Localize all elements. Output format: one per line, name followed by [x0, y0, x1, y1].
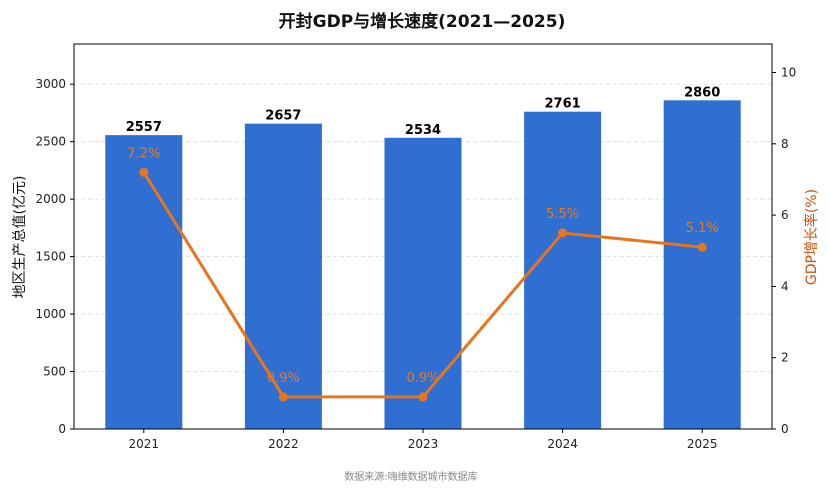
bar-value-labels: 2557 2657 2534 2761 2860	[126, 85, 721, 137]
y-tick-label: 500	[43, 365, 66, 379]
growth-rate-label: 0.9%	[267, 371, 300, 386]
growth-rate-label: 5.5%	[546, 207, 579, 222]
growth-rate-label: 7.2%	[127, 146, 160, 161]
x-tick-label: 2022	[268, 437, 299, 451]
x-tick-label: 2024	[547, 437, 578, 451]
bar	[244, 123, 322, 429]
bar-value-label: 2657	[265, 109, 301, 124]
growth-point	[697, 242, 707, 252]
bar	[663, 100, 741, 430]
growth-point	[139, 167, 149, 177]
bars	[105, 100, 741, 430]
y2-tick-label: 4	[781, 279, 789, 293]
y-axis-right-label: GDP增长率(%)	[803, 189, 820, 285]
y-tick-label: 2000	[35, 192, 66, 206]
x-tick-label: 2021	[129, 437, 160, 451]
bar-value-label: 2860	[684, 85, 720, 100]
x-tick-label: 2023	[408, 437, 439, 451]
y-axis-right: 0 2 4 6 8 10	[772, 66, 796, 436]
chart-title: 开封GDP与增长速度(2021—2025)	[279, 11, 566, 32]
y-axis-left: 0 500 1000 1500 2000 2500 3000	[35, 77, 74, 436]
bar	[524, 111, 602, 430]
y-axis-left-label: 地区生产总值(亿元)	[12, 176, 28, 299]
y2-tick-label: 8	[781, 137, 789, 151]
bar	[105, 135, 183, 430]
bar-value-label: 2761	[545, 97, 581, 112]
rate-value-labels: 7.2% 0.9% 0.9% 5.5% 5.1%	[127, 146, 718, 386]
y2-tick-label: 10	[781, 66, 796, 80]
x-axis: 2021 2022 2023 2024 2025	[129, 429, 718, 451]
bar-value-label: 2534	[405, 123, 441, 138]
growth-point	[558, 228, 568, 238]
y2-tick-label: 6	[781, 208, 789, 222]
y-tick-label: 1500	[35, 250, 66, 264]
y-tick-label: 0	[58, 422, 66, 436]
y2-tick-label: 2	[781, 351, 789, 365]
growth-line	[139, 167, 707, 402]
growth-point	[278, 392, 288, 402]
growth-rate-label: 5.1%	[686, 221, 719, 236]
grid-lines	[74, 83, 772, 372]
growth-point	[418, 392, 428, 402]
bar	[384, 137, 462, 429]
y2-tick-label: 0	[781, 422, 789, 436]
bar-value-label: 2557	[126, 120, 162, 135]
growth-rate-label: 0.9%	[406, 371, 439, 386]
y-tick-label: 1000	[35, 307, 66, 321]
y-tick-label: 2500	[35, 135, 66, 149]
source-note: 数据来源:嗨维数据城市数据库	[344, 470, 477, 483]
x-tick-label: 2025	[687, 437, 718, 451]
y-tick-label: 3000	[35, 77, 66, 91]
